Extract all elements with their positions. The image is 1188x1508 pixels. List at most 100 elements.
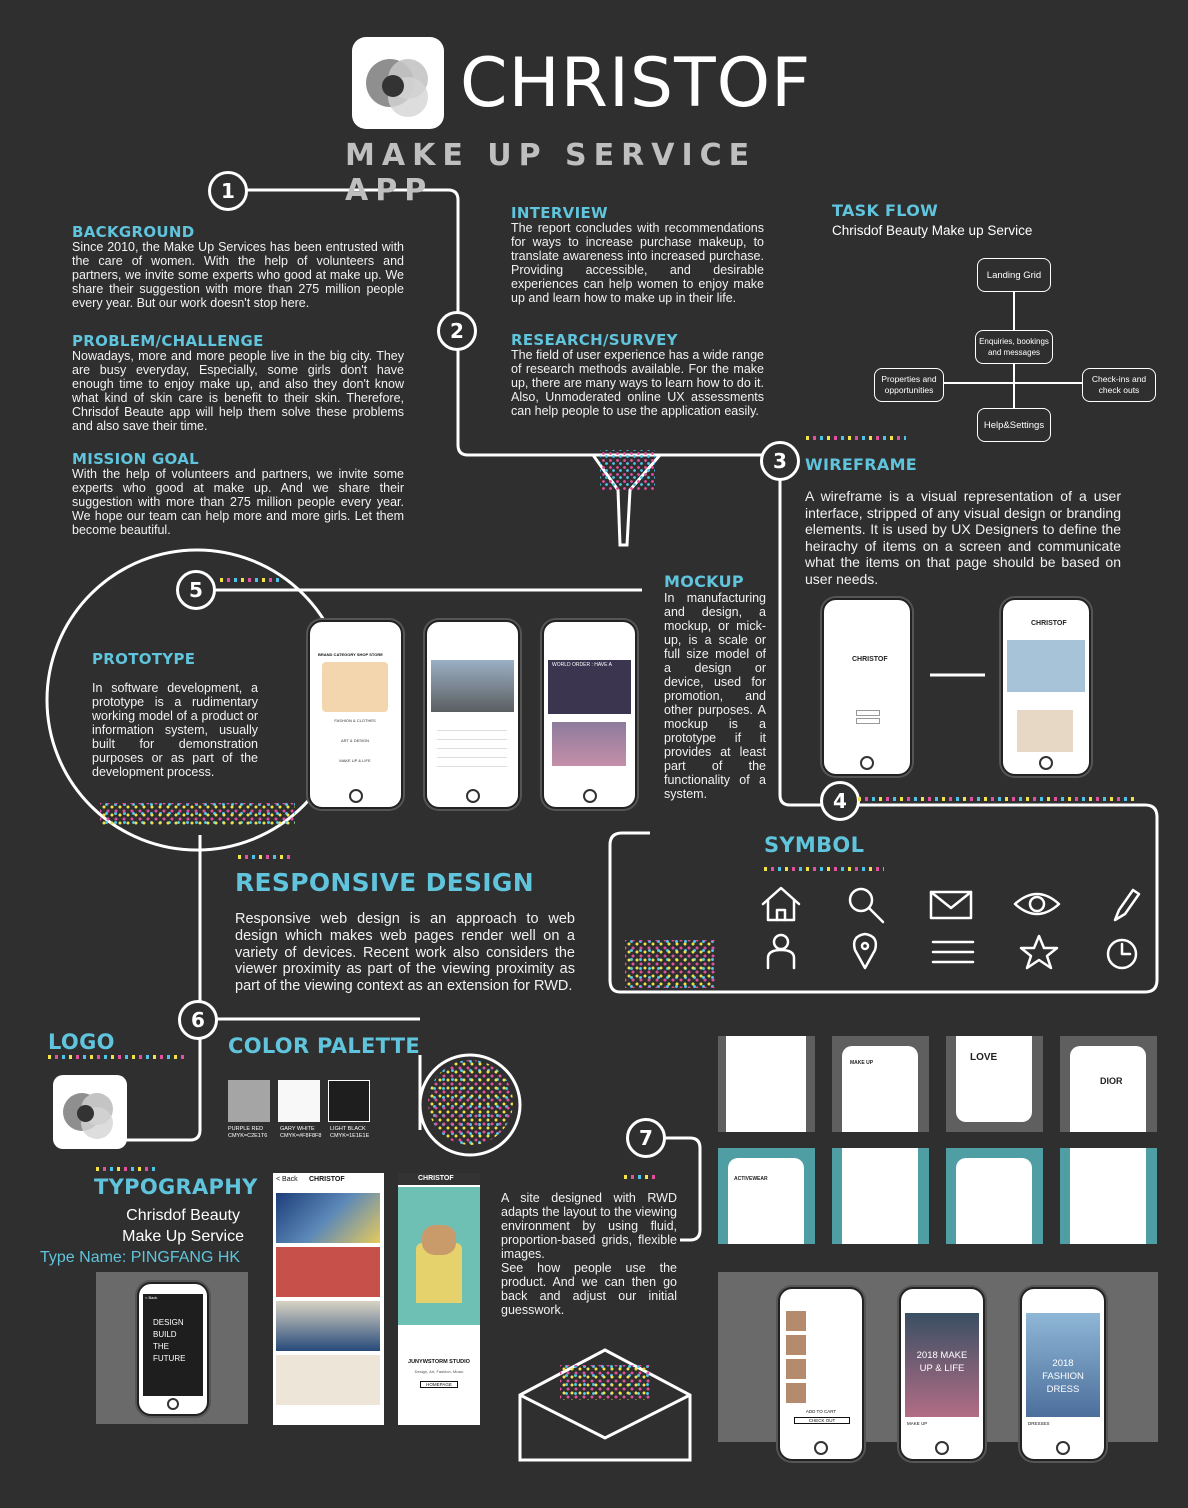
menu-fashion[interactable]: FASHION & CLOTHES xyxy=(334,718,376,723)
pencil-icon xyxy=(1113,888,1141,922)
swatch-3-name: LIGHT BLACK xyxy=(330,1126,366,1132)
gallery-screen-1: < Back CHRISTOF xyxy=(273,1173,384,1425)
typo-phone: < Back DESIGN BUILD THE FUTURE xyxy=(137,1282,209,1416)
menu-art[interactable]: ART & DESIGN xyxy=(340,738,370,743)
dots-wireframe xyxy=(806,436,906,440)
prototype-text: In software development, a prototype is … xyxy=(92,681,258,779)
swatch-1-name: PURPLE RED xyxy=(228,1126,264,1132)
typo-line-build: BUILD xyxy=(153,1330,177,1339)
product-grid: MAKE UP LOVE DIOR ACTIVEWEAR xyxy=(718,1036,1158,1246)
prototype-title: PROTOTYPE xyxy=(92,650,196,668)
taskflow-title: TASK FLOW xyxy=(832,201,939,220)
step-3: 3 xyxy=(760,441,800,481)
background-title: BACKGROUND xyxy=(72,223,195,241)
mockup-phone-1: BRAND CATEGORY SHOP STORE FASHION & CLOT… xyxy=(308,620,403,809)
step-1: 1 xyxy=(208,171,248,211)
responsive-title: RESPONSIVE DESIGN xyxy=(235,868,534,897)
interview-title: INTERVIEW xyxy=(511,204,608,222)
wire-logo: CHRISTOF xyxy=(852,656,888,663)
typo-line-design: DESIGN xyxy=(153,1318,184,1327)
dots-typo xyxy=(96,1167,156,1171)
mockup-title: MOCKUP xyxy=(664,572,744,591)
checkout-button[interactable]: CHECK OUT xyxy=(794,1417,850,1424)
confetti-symbol xyxy=(625,940,715,988)
symbol-icons xyxy=(761,886,1141,970)
gallery-brand-2: CHRISTOF xyxy=(418,1175,454,1182)
typography-line1: Chrisdof Beauty xyxy=(126,1207,240,1224)
studio-sub: Design, Art, Fashion, Music xyxy=(414,1369,464,1374)
mission-title: MISSION GOAL xyxy=(72,450,199,468)
problem-title: PROBLEM/CHALLENGE xyxy=(72,332,264,350)
swatch-3 xyxy=(328,1080,370,1122)
swatch-2-code: CMYK=#F8F8F8 xyxy=(280,1133,322,1139)
typo-line-the: THE xyxy=(153,1342,169,1351)
mission-text: With the help of volunteers and partners… xyxy=(72,467,404,537)
fashion-hero: 2018 FASHION DRESS xyxy=(1042,1358,1084,1395)
mockup-phone-3: WORLD ORDER : HAVE A xyxy=(542,620,637,809)
add-to-cart-button[interactable]: ADD TO CART xyxy=(805,1409,837,1414)
menu-lines-icon xyxy=(931,940,975,964)
swatch-1 xyxy=(228,1080,270,1122)
dots-step4 xyxy=(858,797,1138,801)
rwd-text-1: A site designed with RWD adapts the layo… xyxy=(501,1191,677,1261)
dots-symbol xyxy=(764,867,884,871)
responsive-text: Responsive web design is an approach to … xyxy=(235,911,575,995)
menu-makeup[interactable]: MAKE UP & LIFE xyxy=(339,758,371,763)
flow-node-help: Help&Settings xyxy=(977,408,1051,442)
step-2: 2 xyxy=(437,311,477,351)
grid-label-love: LOVE xyxy=(970,1052,998,1063)
wireframe-phone-2: CHRISTOF xyxy=(1001,598,1091,776)
video-title: WORLD ORDER : HAVE A xyxy=(552,662,612,668)
research-title: RESEARCH/SURVEY xyxy=(511,331,678,349)
dots-logo xyxy=(48,1055,188,1059)
mockup-phone-2 xyxy=(425,620,520,809)
wireframe-title: WIREFRAME xyxy=(805,455,918,474)
location-pin-icon xyxy=(852,932,878,970)
mockup-text: In manufacturing and design, a mockup, o… xyxy=(664,591,766,801)
logo-title: LOGO xyxy=(48,1030,115,1054)
research-text: The field of user experience has a wide … xyxy=(511,348,764,418)
typo-back[interactable]: < Back xyxy=(145,1295,158,1300)
typography-title: TYPOGRAPHY xyxy=(94,1175,258,1199)
app-logo xyxy=(352,37,444,129)
step-5: 5 xyxy=(176,570,216,610)
typo-line-future: FUTURE xyxy=(153,1354,186,1363)
grid-label-dior: DIOR xyxy=(1100,1076,1123,1086)
logo-image xyxy=(53,1075,127,1149)
gallery-screen-2: CHRISTOF JUNYWSTORM STUDIO Design, Art, … xyxy=(398,1173,480,1425)
confetti-prototype xyxy=(100,803,295,825)
star-icon xyxy=(1019,934,1059,970)
grid-label-makeup: MAKE UP xyxy=(850,1060,874,1066)
bottom-phone-1: ADD TO CART CHECK OUT xyxy=(778,1287,864,1461)
rwd-text-2: See how people use the product. And we c… xyxy=(501,1261,677,1317)
dots-responsive xyxy=(238,855,293,859)
clock-icon xyxy=(1106,938,1138,970)
search-icon xyxy=(848,887,885,924)
studio-name: JUNYWSTORM STUDIO xyxy=(408,1359,470,1365)
swatch-2-name: GARY WHITE xyxy=(280,1126,315,1132)
dots-rwd xyxy=(624,1175,659,1179)
wireframe-text: A wireframe is a visual representation o… xyxy=(805,488,1121,587)
home-icon xyxy=(761,886,801,922)
homepage-button[interactable]: HOMEPAGE xyxy=(420,1381,458,1388)
background-text: Since 2010, the Make Up Services has bee… xyxy=(72,240,404,310)
swatch-2 xyxy=(278,1080,320,1122)
gallery-back[interactable]: < Back xyxy=(276,1176,298,1183)
wireframe-phone-1: CHRISTOF xyxy=(822,598,912,776)
bottom-phone-2: 2018 MAKE UP & LIFE MAKE UP xyxy=(899,1287,985,1461)
gallery-brand: CHRISTOF xyxy=(309,1176,345,1183)
symbol-title: SYMBOL xyxy=(764,833,865,857)
taskflow-subtitle: Chrisdof Beauty Make up Service xyxy=(832,223,1033,238)
user-icon xyxy=(766,933,796,970)
grid-label-activewear: ACTIVEWEAR xyxy=(734,1176,768,1182)
makeup-hero: 2018 MAKE UP & LIFE xyxy=(916,1350,968,1374)
typography-line2: Make Up Service xyxy=(122,1228,244,1245)
step-6: 6 xyxy=(178,1000,218,1040)
brand-subtitle: MAKE UP SERVICE APP xyxy=(345,138,757,208)
confetti-funnel xyxy=(600,450,655,490)
swatch-1-code: CMYK=C2E1T6 xyxy=(228,1133,268,1139)
step-4: 4 xyxy=(820,781,860,821)
brand-title: CHRISTOF xyxy=(460,44,812,123)
makeup-label: MAKE UP xyxy=(907,1421,928,1426)
confetti-envelope xyxy=(560,1365,650,1400)
